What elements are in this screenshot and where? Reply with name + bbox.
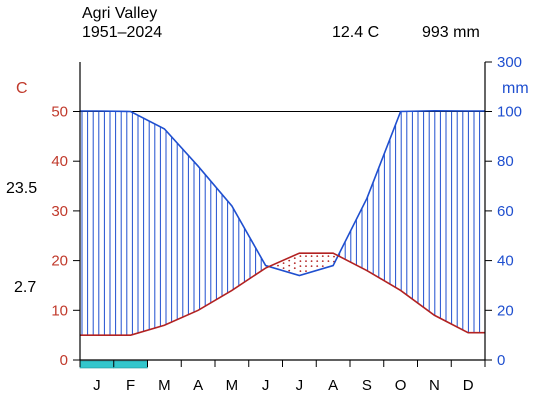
dry-dot — [299, 270, 302, 273]
left-tick-label: 0 — [60, 352, 68, 369]
month-label: M — [226, 377, 239, 394]
precipitation-line — [80, 109, 485, 277]
dry-dot — [305, 270, 307, 273]
station-name: Agri Valley — [82, 5, 157, 22]
dry-dot — [316, 265, 319, 268]
dry-dot — [299, 255, 302, 258]
dry-dot — [282, 267, 285, 270]
dry-dot — [321, 265, 324, 268]
month-label: S — [362, 377, 372, 394]
period-label: 1951–2024 — [82, 24, 162, 41]
dry-dot — [288, 259, 291, 262]
dry-dot — [321, 260, 324, 263]
left-tick-label: 20 — [51, 253, 68, 270]
month-label: M — [158, 377, 171, 394]
max-temp-annotation: 23.5 — [6, 180, 37, 197]
dry-dot — [310, 255, 313, 258]
left-tick-label: 50 — [51, 104, 68, 121]
dry-dot — [327, 255, 330, 258]
dry-dot — [305, 260, 307, 263]
axes: 0 10 20 30 40 50 0 20 40 60 80 100 300 J F M A M J J A S O N D — [51, 54, 522, 394]
right-tick-label: 60 — [497, 203, 514, 220]
month-label: N — [429, 377, 440, 394]
plot-area — [79, 109, 485, 369]
precip-unit-label: mm — [502, 80, 529, 97]
dry-dot — [277, 264, 279, 267]
right-tick-label: 20 — [497, 302, 514, 319]
frost-month-bar — [113, 360, 148, 369]
right-tick-label: 100 — [497, 104, 522, 121]
dry-dot — [310, 265, 313, 268]
annual-precip-label: 993 mm — [422, 24, 480, 41]
dry-dot — [333, 255, 335, 258]
dry-dot — [305, 255, 307, 258]
dry-dot — [299, 260, 302, 263]
month-label: J — [93, 377, 101, 394]
dry-period-dots — [277, 255, 335, 273]
dry-dot — [305, 265, 307, 268]
dry-dot — [321, 255, 324, 258]
right-tick-label: 0 — [497, 352, 505, 369]
dry-dot — [293, 257, 296, 260]
min-temp-annotation: 2.7 — [14, 279, 36, 296]
dry-dot — [310, 260, 313, 263]
dry-dot — [316, 260, 319, 263]
month-label: J — [262, 377, 270, 394]
dry-dot — [293, 262, 296, 265]
month-label: D — [463, 377, 474, 394]
dry-dot — [293, 267, 296, 270]
dry-dot — [316, 255, 319, 258]
left-tick-label: 30 — [51, 203, 68, 220]
month-label: O — [395, 377, 407, 394]
frost-month-bar — [79, 360, 115, 369]
left-tick-label: 10 — [51, 302, 68, 319]
month-label: F — [126, 377, 135, 394]
dry-dot — [288, 269, 291, 272]
temp-unit-label: C — [16, 80, 28, 97]
left-tick-label: 40 — [51, 153, 68, 170]
dry-dot — [327, 260, 330, 263]
dry-dot — [299, 265, 302, 268]
month-label: A — [193, 377, 203, 394]
right-tick-label: 40 — [497, 253, 514, 270]
month-label: A — [328, 377, 338, 394]
dry-dot — [288, 264, 291, 267]
dry-dot — [282, 262, 285, 265]
month-label: J — [296, 377, 304, 394]
right-tick-label: 300 — [497, 54, 522, 71]
right-tick-label: 80 — [497, 153, 514, 170]
chart-header: Agri Valley 1951–2024 12.4 C 993 mm — [82, 5, 480, 41]
humid-hatching — [81, 111, 481, 336]
temperature-line — [80, 252, 485, 336]
mean-temp-label: 12.4 C — [332, 24, 379, 41]
